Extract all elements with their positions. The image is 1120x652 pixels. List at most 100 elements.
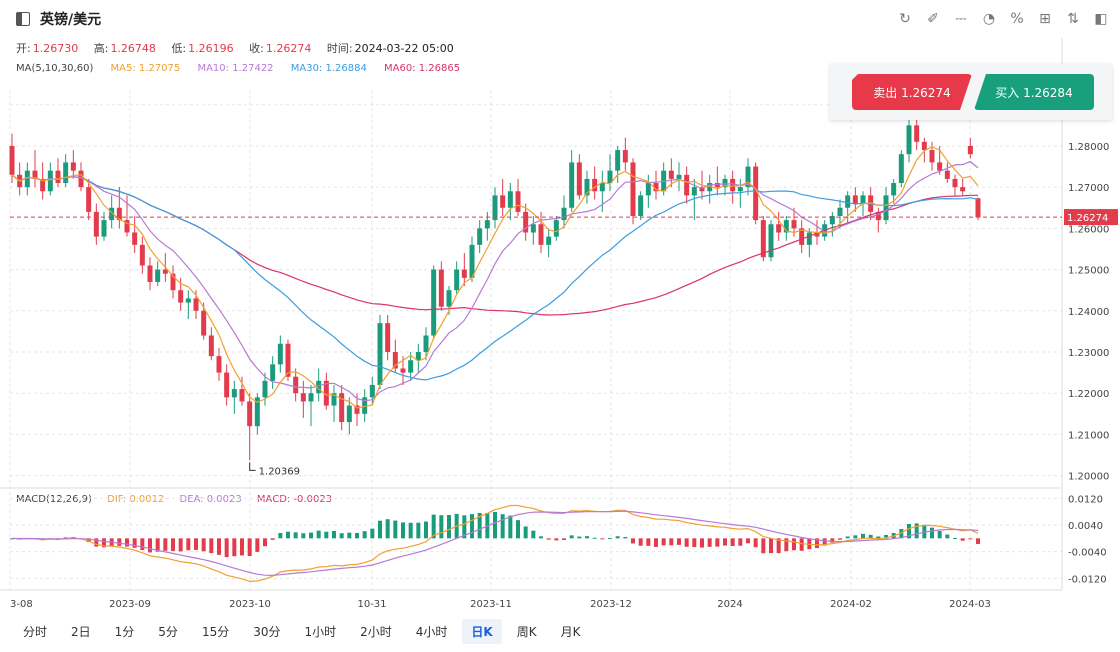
macd-histogram-bar [815,538,819,549]
candle-body [369,384,375,398]
time-value: 2024-03-22 05:00 [354,42,454,55]
macd-histogram-bar [362,531,367,539]
price-chart[interactable]: 1.290001.280001.270001.260001.250001.240… [0,0,1120,616]
macd-histogram-bar [171,538,175,551]
candle-body [385,323,391,352]
candle-body [116,207,122,221]
timeframe-tab[interactable]: 1小时 [304,624,337,639]
candle-body [538,224,544,245]
percent-icon[interactable]: % [1010,11,1024,27]
candle-body [55,170,61,184]
timeframe-tab[interactable]: 周K [516,624,537,639]
candle-body [929,150,935,163]
date-tick-label: 3-08 [10,599,33,610]
sell-button[interactable]: 卖出 1.26274 [852,74,972,110]
timeframe-tab[interactable]: 15分 [201,624,230,639]
timeframe-tab[interactable]: 1分 [114,624,135,639]
compare-icon[interactable]: ⇅ [1067,11,1079,27]
macd-histogram-bar [569,535,574,539]
macd-histogram-bar [546,538,551,540]
timeframe-bar: 分时 2日 1分 5分 15分 30分 1小时 2小时 4小时 日K 周K 月K [0,616,1120,646]
date-tick-label: 2023-09 [109,599,151,610]
macd-histogram-bar [715,538,720,547]
timeframe-tab[interactable]: 30分 [253,624,281,639]
macd-histogram-bar [822,538,827,546]
macd-histogram-bar [355,532,359,539]
macd-histogram-bar [646,538,651,546]
macd-histogram-bar [838,538,842,540]
timeframe-tab[interactable]: 2小时 [360,624,392,639]
draw-icon[interactable]: ✐ [927,11,939,27]
candle-body [216,356,222,373]
candle-body [860,195,866,204]
candle-body [806,232,812,245]
macd-histogram-bar [232,538,237,557]
candle-body [967,145,973,155]
dea-value: DEA: 0.0023 [179,494,242,505]
timeframe-tab[interactable]: 4小时 [415,624,448,639]
candle-body [270,364,276,381]
candle-body [852,195,858,204]
macd-histogram-bar [424,521,428,539]
layout-icon[interactable]: ⊞ [1039,11,1051,27]
candle-body [952,178,958,188]
timeframe-tab[interactable]: 分时 [23,624,48,639]
macd-histogram-bar [247,538,252,557]
candle-body [346,405,352,423]
refresh-icon[interactable]: ↻ [899,11,911,27]
candle-body [247,401,253,427]
price-tick-label: 1.20000 [1068,472,1109,483]
macd-histogram-bar [761,538,766,554]
macd-histogram-bar [117,538,122,546]
macd-histogram-bar [531,530,536,539]
macd-histogram-bar [240,538,244,556]
macd-histogram-bar [132,538,137,548]
candle-body [507,191,513,208]
macd-histogram-bar [447,514,451,539]
candle-body [293,376,299,394]
timeframe-tab[interactable]: 月K [560,624,581,639]
candle-body [615,150,621,171]
candle-body [875,211,881,221]
macd-value: MACD: -0.0023 [256,494,333,505]
candle-body [837,207,843,216]
sidebar-toggle-icon[interactable] [16,12,30,26]
macd-histogram-bar [677,538,681,545]
macd-histogram-bar [960,538,965,541]
candle-body [906,125,912,155]
candle-body [691,187,697,196]
timeframe-tab[interactable]: 日K [462,618,502,644]
candle-body [300,393,306,402]
candle-body [783,220,789,233]
indicator-icon[interactable]: ⎓ [955,11,967,27]
macd-histogram-bar [623,536,628,539]
macd-histogram-bar [178,538,183,552]
pie-icon[interactable]: ◔ [982,11,996,27]
close-label: 收: [249,42,264,55]
candle-body [584,178,590,196]
macd-histogram-bar [868,534,873,539]
candle-body [845,195,851,208]
candle-body [546,236,552,245]
candle-body [354,405,360,414]
candle-body [484,220,490,229]
high-label: 高: [93,42,109,55]
candle-body [569,162,575,208]
macd-histogram-bar [585,536,589,539]
macd-histogram-bar [945,534,950,539]
timeframe-tab[interactable]: 5分 [158,624,178,639]
candle-body [523,211,529,233]
macd-histogram-bar [953,537,957,539]
candle-body [277,343,283,365]
macd-histogram-bar [102,538,106,548]
candle-body [208,335,214,357]
macd-histogram-bar [914,523,919,539]
macd-histogram-bar [140,538,145,551]
macd-histogram-bar [577,536,582,539]
macd-histogram-bar [516,520,520,539]
panel-toggle-icon[interactable]: ◧ [1094,11,1108,27]
timeframe-tab[interactable]: 2日 [71,624,91,639]
buy-button[interactable]: 买入 1.26284 [974,74,1094,110]
candle-body [599,183,605,192]
macd-histogram-bar [615,536,620,539]
